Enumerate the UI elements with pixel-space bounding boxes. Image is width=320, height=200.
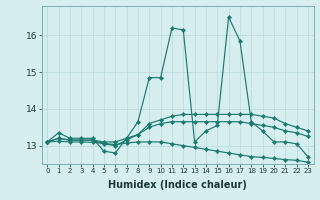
X-axis label: Humidex (Indice chaleur): Humidex (Indice chaleur) — [108, 180, 247, 190]
